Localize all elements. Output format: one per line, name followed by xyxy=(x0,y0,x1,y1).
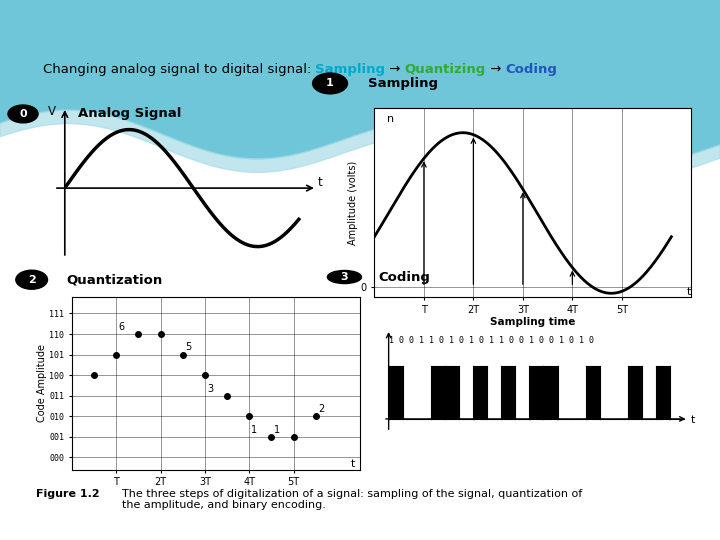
Y-axis label: Code Amplitude: Code Amplitude xyxy=(37,345,47,422)
Text: Sampling: Sampling xyxy=(315,63,385,76)
Point xyxy=(111,350,122,359)
Text: 1: 1 xyxy=(251,425,258,435)
Bar xyxy=(628,366,642,419)
Text: Changing analog signal to digital signal:: Changing analog signal to digital signal… xyxy=(42,63,315,76)
Text: Quantization: Quantization xyxy=(66,273,163,286)
Bar xyxy=(656,366,670,419)
Bar xyxy=(501,366,516,419)
Bar xyxy=(473,366,487,419)
Bar xyxy=(0,183,720,540)
Text: The three steps of digitalization of a signal: sampling of the signal, quantizat: The three steps of digitalization of a s… xyxy=(122,489,582,510)
Text: 1: 1 xyxy=(274,425,280,435)
Text: 6: 6 xyxy=(119,322,125,332)
Text: 1: 1 xyxy=(326,78,334,89)
X-axis label: Sampling time: Sampling time xyxy=(490,318,575,327)
Text: V: V xyxy=(48,105,56,118)
Text: 0: 0 xyxy=(19,109,27,119)
Bar xyxy=(389,366,402,419)
Text: →: → xyxy=(385,63,405,76)
Point xyxy=(199,371,211,380)
Text: Coding: Coding xyxy=(379,271,431,284)
Point xyxy=(89,371,100,380)
Text: Figure 1.2: Figure 1.2 xyxy=(36,489,99,499)
Text: t: t xyxy=(318,176,323,189)
Point xyxy=(288,433,300,441)
Text: t: t xyxy=(686,287,690,296)
Text: Coding: Coding xyxy=(505,63,557,76)
Point xyxy=(243,412,255,421)
Point xyxy=(221,392,233,400)
Text: Sampling: Sampling xyxy=(368,77,438,90)
Text: Analog Signal: Analog Signal xyxy=(78,107,181,120)
Text: 3: 3 xyxy=(341,272,348,282)
Text: Quantizing: Quantizing xyxy=(405,63,486,76)
Circle shape xyxy=(328,271,361,284)
Circle shape xyxy=(312,73,348,94)
Text: 3: 3 xyxy=(207,383,213,394)
Text: 2: 2 xyxy=(318,404,324,414)
Text: 1 0 0 1 1 0 1 0 1 0 1 1 0 0 1 0 0 1 0 1 0: 1 0 0 1 1 0 1 0 1 0 1 1 0 0 1 0 0 1 0 1 … xyxy=(389,336,593,345)
Text: →: → xyxy=(486,63,505,76)
Point xyxy=(177,350,189,359)
Point xyxy=(266,433,277,441)
Circle shape xyxy=(8,105,38,123)
Point xyxy=(132,330,144,339)
Point xyxy=(310,412,321,421)
Bar xyxy=(445,366,459,419)
Circle shape xyxy=(16,270,48,289)
Bar xyxy=(431,366,445,419)
Bar xyxy=(585,366,600,419)
Text: n: n xyxy=(387,114,394,124)
Text: t: t xyxy=(351,458,356,469)
Text: 5: 5 xyxy=(185,342,192,353)
Bar xyxy=(529,366,544,419)
Y-axis label: Amplitude (volts): Amplitude (volts) xyxy=(348,160,358,245)
Text: t: t xyxy=(691,415,696,425)
Point xyxy=(155,330,166,339)
Text: 2: 2 xyxy=(28,275,35,285)
Bar xyxy=(544,366,557,419)
